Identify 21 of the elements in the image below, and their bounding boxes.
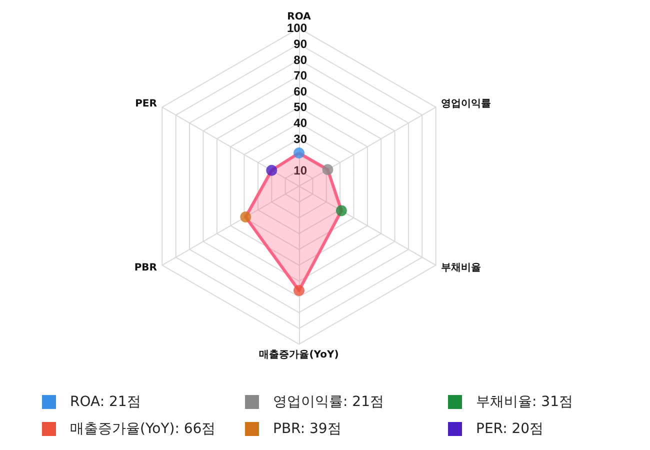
- text: PBR: 39점: [273, 420, 342, 436]
- y-tick-label: 10: [294, 163, 308, 178]
- y-tick-label: 40: [294, 116, 308, 130]
- y-tick-label: 70: [294, 68, 308, 83]
- spoke-label: 부채비율: [441, 262, 482, 274]
- y-tick-label: 80: [294, 52, 308, 67]
- y-tick-label: 100: [286, 21, 308, 36]
- spoke-label: 영업이익률: [441, 98, 492, 110]
- text: 부채비율: 31점: [476, 394, 573, 410]
- text: 영업이익률: 21점: [273, 394, 384, 410]
- spoke-label: PBR: [134, 262, 158, 274]
- spoke-label: 매출증가율(YoY): [259, 350, 339, 361]
- spoke-label: PER: [135, 98, 158, 110]
- y-tick-label: 30: [294, 132, 308, 146]
- y-tick-label: 50: [294, 100, 308, 114]
- y-tick-label: 60: [294, 84, 308, 98]
- spoke-label: ROA: [287, 12, 312, 23]
- text: PER: 20점: [476, 420, 544, 436]
- text: ROA: 21점: [70, 394, 141, 410]
- text: 매출증가율(YoY): 66점: [70, 420, 216, 436]
- y-tick-label: 90: [294, 37, 308, 51]
